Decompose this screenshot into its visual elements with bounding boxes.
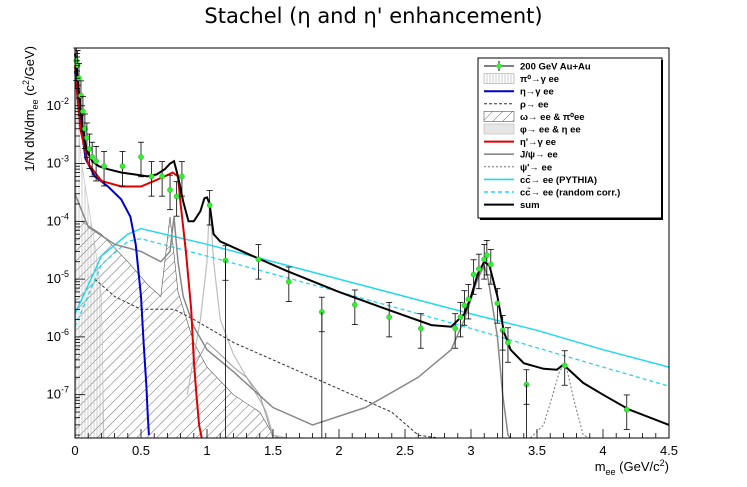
legend-swatch	[496, 63, 502, 69]
data-point	[386, 314, 392, 320]
data-point	[484, 252, 490, 258]
chart-title: Stachel (η and η' enhancement)	[204, 4, 543, 28]
data-point	[505, 339, 511, 346]
data-point	[148, 173, 155, 180]
data-point	[452, 325, 458, 332]
legend-swatch	[483, 73, 515, 84]
y-tick-label: 10-3	[47, 154, 69, 171]
data-point	[206, 202, 213, 209]
sum-line	[74, 53, 670, 426]
data-point	[476, 266, 482, 272]
data-point	[470, 271, 477, 278]
data-point	[487, 261, 494, 268]
y-tick-label: 10-2	[47, 96, 69, 113]
psiprime-line	[530, 364, 591, 439]
y-tick-label: 10-4	[47, 211, 69, 228]
data-point	[80, 108, 86, 115]
data-point	[101, 163, 107, 169]
data-point	[86, 146, 93, 152]
data-point	[457, 314, 464, 320]
data-point	[173, 193, 180, 200]
data-point	[167, 187, 173, 193]
data-point	[159, 173, 165, 180]
x-tick-label: 4.5	[660, 443, 678, 458]
phi-line	[186, 201, 287, 439]
y-tick-label: 10-6	[47, 327, 69, 344]
data-point	[82, 125, 88, 132]
y-tick-label: 10-7	[47, 385, 69, 402]
data-point	[119, 163, 126, 169]
data-point	[286, 278, 292, 285]
x-tick-label: 3.5	[528, 443, 546, 458]
legend-label: ω→ ee & π⁰ee	[520, 112, 585, 123]
data-point	[494, 300, 501, 307]
data-point	[93, 158, 99, 164]
legend-label: π⁰→γ ee	[520, 74, 559, 85]
x-tick-label: 4	[599, 443, 606, 458]
jpsi-line	[74, 193, 512, 439]
data-point	[465, 296, 472, 302]
data-point	[179, 173, 185, 180]
x-axis-title: mee (GeV/c2)	[595, 458, 669, 477]
x-tick-label: 2.5	[396, 443, 414, 458]
x-tick-label: 2	[335, 443, 342, 458]
legend-label: ρ→ ee	[520, 99, 549, 110]
y-tick-label: 10-5	[47, 269, 69, 286]
data-point	[352, 301, 358, 308]
legend-label: cc̄→ ee (PYTHIA)	[520, 175, 597, 186]
plot-frame	[74, 47, 670, 439]
x-tick-label: 3	[467, 443, 474, 458]
eta-line	[74, 70, 150, 436]
x-tick-label: 0	[71, 443, 78, 458]
y-axis-title: 1/N dN/dmee (c2/GeV)	[21, 46, 40, 172]
x-tick-label: 0.5	[132, 443, 150, 458]
legend-swatch	[483, 111, 515, 122]
data-point	[138, 154, 144, 160]
legend-label: ψ'→ ee	[520, 162, 552, 173]
data-point	[255, 256, 262, 263]
omega-hatched-region	[74, 216, 280, 439]
legend-label: sum	[520, 200, 540, 211]
legend-label: J/ψ→ ee	[520, 150, 558, 161]
charm-random-line	[74, 238, 670, 387]
legend-swatch	[483, 123, 515, 135]
data-point	[623, 406, 630, 413]
legend-label: φ→ ee & η ee	[520, 125, 581, 136]
data-point	[461, 302, 468, 309]
x-tick-label: 1	[203, 443, 210, 458]
legend-label: 200 GeV Au+Au	[520, 62, 591, 73]
data-point	[418, 325, 424, 332]
charm-pythia-line	[74, 227, 670, 368]
data-point	[84, 134, 90, 141]
legend-label: η'→γ ee	[520, 137, 556, 148]
data-point	[89, 154, 95, 160]
legend-label: η→γ ee	[520, 87, 554, 98]
x-tick-label: 1.5	[264, 443, 282, 458]
legend-label: cc̄→ ee (random corr.)	[520, 187, 620, 198]
data-point	[561, 362, 568, 369]
etaprime-line	[74, 65, 203, 439]
